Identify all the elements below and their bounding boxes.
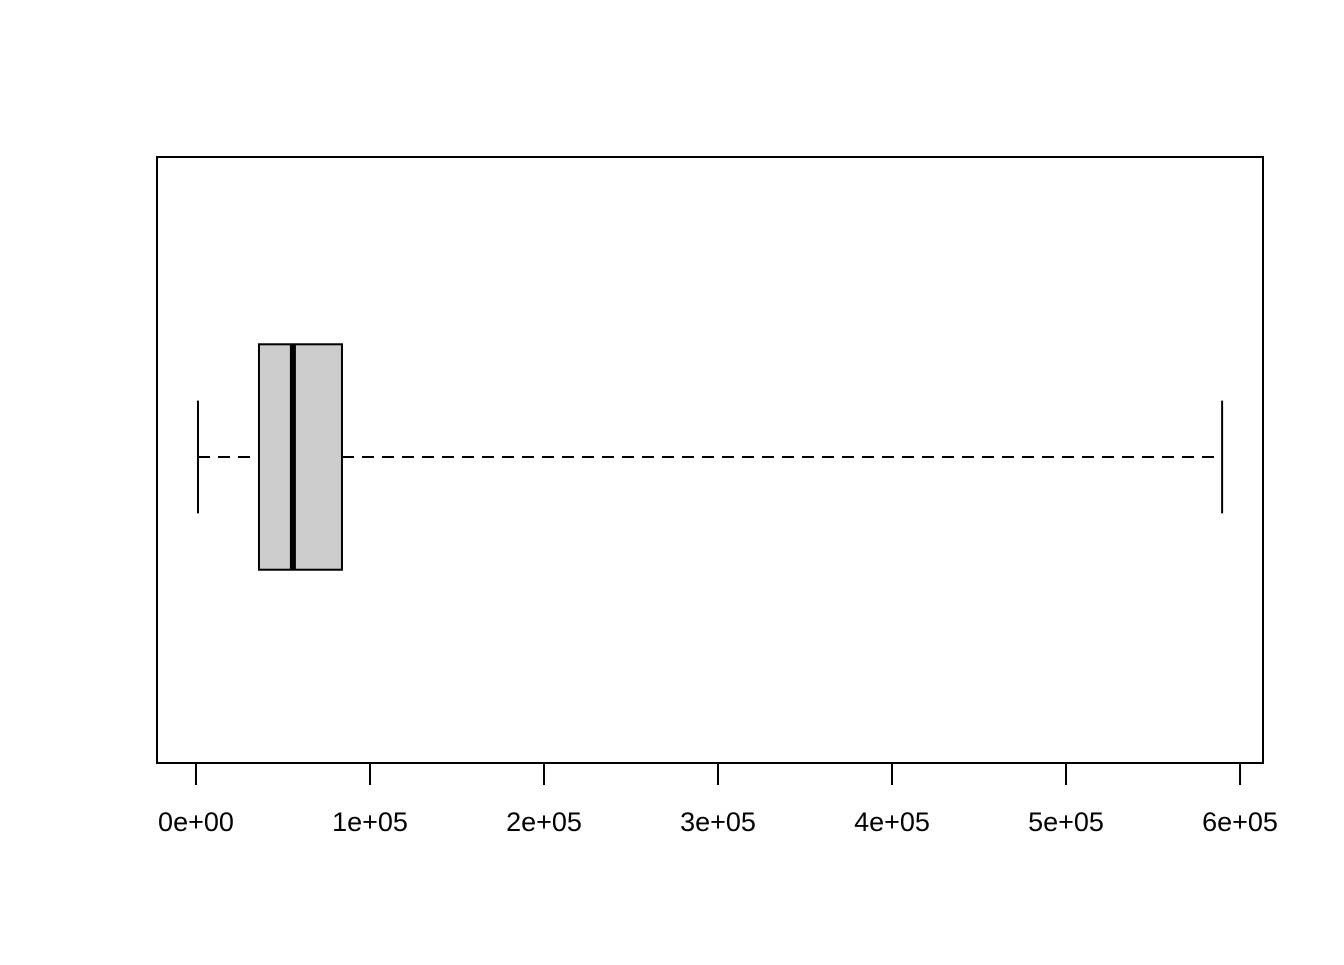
x-tick-label: 0e+00: [158, 807, 234, 837]
box: [257, 343, 343, 571]
plot-frame: [156, 156, 1264, 764]
x-tick-label: 4e+05: [854, 807, 930, 837]
x-tick-label: 6e+05: [1202, 807, 1278, 837]
x-tick-label: 5e+05: [1028, 807, 1104, 837]
x-tick-label: 1e+05: [332, 807, 408, 837]
x-tick-label: 2e+05: [506, 807, 582, 837]
x-tick-label: 3e+05: [680, 807, 756, 837]
